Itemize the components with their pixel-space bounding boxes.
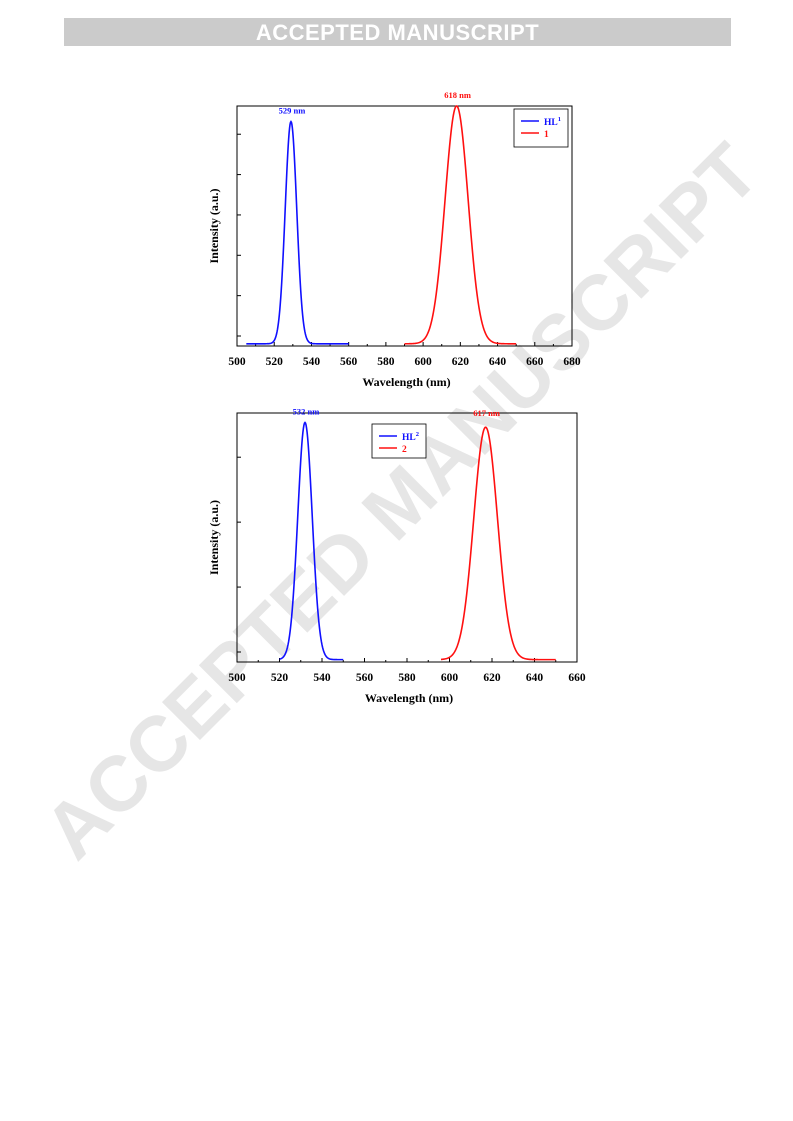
peak-label: 617 nm [473,408,500,418]
legend-entry: HL1 [544,116,561,128]
x-tick-label: 580 [377,356,395,368]
peak-label: 532 nm [293,406,320,416]
x-tick-label: 500 [228,672,246,684]
peak-label: 529 nm [279,106,306,116]
accepted-manuscript-banner: ACCEPTED MANUSCRIPT [64,18,731,46]
legend-box [371,423,427,459]
x-tick-label: 620 [452,356,470,368]
x-tick-label: 500 [228,356,246,368]
series-line-2 [440,426,556,661]
x-tick-label: 520 [266,356,284,368]
x-tick-label: 660 [568,672,586,684]
x-tick-label: 660 [526,356,544,368]
x-tick-label: 560 [340,356,358,368]
series-line-2 [404,105,517,345]
x-tick-label: 600 [414,356,432,368]
x-tick-label: 680 [563,356,581,368]
legend-box [513,108,569,148]
legend-entry-name: 1 [544,130,549,140]
x-tick-label: 640 [526,672,544,684]
y-axis-title: Intensity (a.u.) [207,500,221,575]
x-tick-label: 540 [313,672,331,684]
series-line-1 [246,120,349,345]
legend-entry-superscript: 1 [558,116,561,123]
legend-entry: HL2 [402,431,419,443]
chart-2: 500 520 540 560 580 600 620 640 660 Wavelength (n… [207,406,586,705]
legend-entry: 2 [402,445,407,455]
x-axis-title: Wavelength (nm) [362,375,450,389]
legend-entry-name: HL [544,118,558,128]
x-tick-label: 600 [441,672,459,684]
legend-entry: 1 [544,130,549,140]
x-tick-label: 540 [303,356,321,368]
x-tick-label: 640 [489,356,507,368]
series-line-1 [279,421,344,661]
x-tick-label: 520 [271,672,289,684]
x-tick-label: 620 [483,672,501,684]
x-axis-title: Wavelength (nm) [365,691,453,705]
legend-entry-name: 2 [402,445,407,455]
x-tick-label: 560 [356,672,374,684]
legend-entry-superscript: 2 [416,431,419,438]
y-axis-title: Intensity (a.u.) [207,188,221,263]
chart-1: 500 520 540 560 580 600 620 640 660 680 Wavelength… [207,90,581,389]
legend-entry-name: HL [402,433,416,443]
peak-label: 618 nm [444,90,471,100]
x-tick-label: 580 [398,672,416,684]
